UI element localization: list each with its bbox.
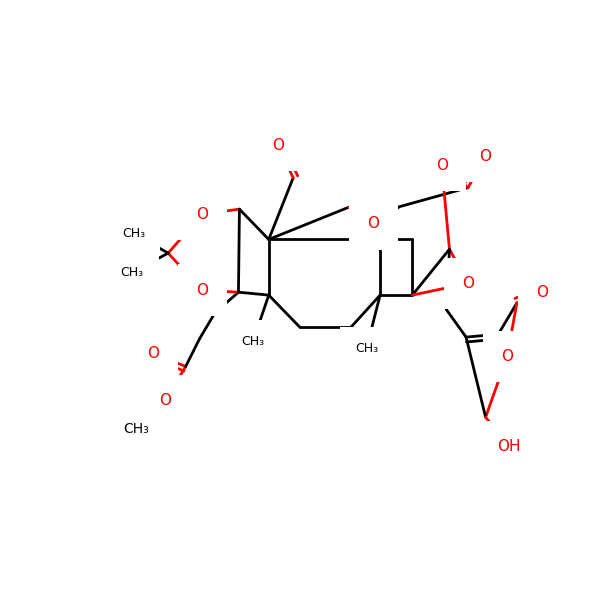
Text: O: O bbox=[536, 284, 548, 299]
Text: O: O bbox=[462, 276, 474, 291]
Text: CH₃: CH₃ bbox=[123, 422, 149, 436]
Text: O: O bbox=[159, 393, 171, 408]
Text: O: O bbox=[196, 206, 208, 221]
Text: O: O bbox=[367, 217, 379, 232]
Text: O: O bbox=[148, 346, 160, 361]
Text: CH₃: CH₃ bbox=[121, 266, 143, 279]
Text: O: O bbox=[479, 149, 491, 164]
Text: OH: OH bbox=[497, 439, 521, 454]
Text: CH₃: CH₃ bbox=[242, 335, 265, 347]
Text: O: O bbox=[501, 349, 513, 364]
Text: CH₃: CH₃ bbox=[355, 343, 378, 355]
Text: O: O bbox=[196, 283, 208, 298]
Text: CH₃: CH₃ bbox=[122, 227, 145, 240]
Text: O: O bbox=[272, 138, 284, 153]
Text: O: O bbox=[436, 158, 448, 173]
